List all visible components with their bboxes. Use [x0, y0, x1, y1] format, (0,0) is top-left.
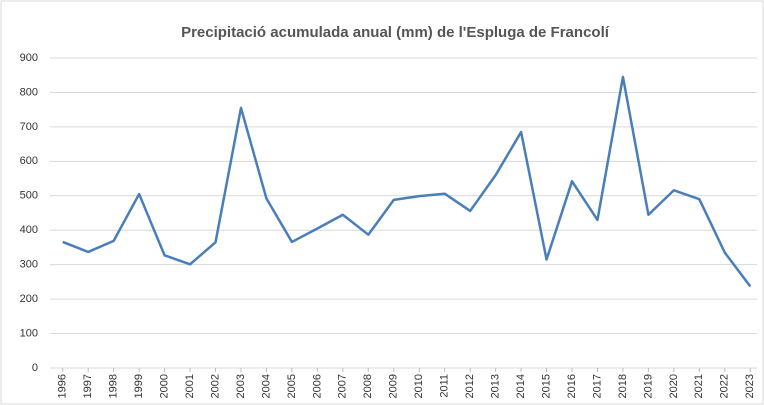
- x-tick-label: 1998: [108, 374, 120, 398]
- y-tick-label: 500: [20, 190, 38, 202]
- x-tick-label: 2011: [439, 374, 451, 398]
- x-tick-label: 2004: [260, 374, 272, 398]
- y-tick-label: 900: [20, 52, 38, 64]
- x-tick-label: 2014: [515, 374, 527, 398]
- y-tick-label: 800: [20, 86, 38, 98]
- x-tick-label: 2008: [362, 374, 374, 398]
- y-tick-label: 200: [20, 293, 38, 305]
- y-tick-label: 700: [20, 121, 38, 133]
- x-tick-label: 2018: [617, 374, 629, 398]
- x-tick-label: 2016: [566, 374, 578, 398]
- x-tick-label: 2021: [693, 374, 705, 398]
- x-tick-label: 2023: [744, 374, 756, 398]
- x-tick-label: 2020: [668, 374, 680, 398]
- x-tick-label: 2000: [158, 374, 170, 398]
- x-tick-label: 2017: [591, 374, 603, 398]
- x-tick-label: 2002: [209, 374, 221, 398]
- x-tick-label: 2010: [413, 374, 425, 398]
- x-tick-label: 2022: [719, 374, 731, 398]
- x-tick-label: 2009: [388, 374, 400, 398]
- y-tick-label: 400: [20, 224, 38, 236]
- x-tick-label: 2003: [235, 374, 247, 398]
- y-tick-label: 0: [32, 362, 38, 374]
- x-tick-label: 2006: [311, 374, 323, 398]
- x-tick-label: 2013: [490, 374, 502, 398]
- y-tick-label: 300: [20, 259, 38, 271]
- y-tick-label: 600: [20, 155, 38, 167]
- data-line: [62, 75, 752, 288]
- chart-title: Precipitació acumulada anual (mm) de l'E…: [181, 24, 610, 41]
- x-tick-label: 1999: [133, 374, 145, 398]
- x-tick-label: 2001: [184, 374, 196, 398]
- x-tick-label: 2019: [642, 374, 654, 398]
- x-tick-label: 2007: [337, 374, 349, 398]
- x-tick-label: 2005: [286, 374, 298, 398]
- x-tick-label: 1996: [57, 374, 69, 398]
- y-tick-label: 100: [20, 327, 38, 339]
- x-tick-label: 2012: [464, 374, 476, 398]
- x-tick-label: 1997: [82, 374, 94, 398]
- x-tick-label: 2015: [540, 374, 552, 398]
